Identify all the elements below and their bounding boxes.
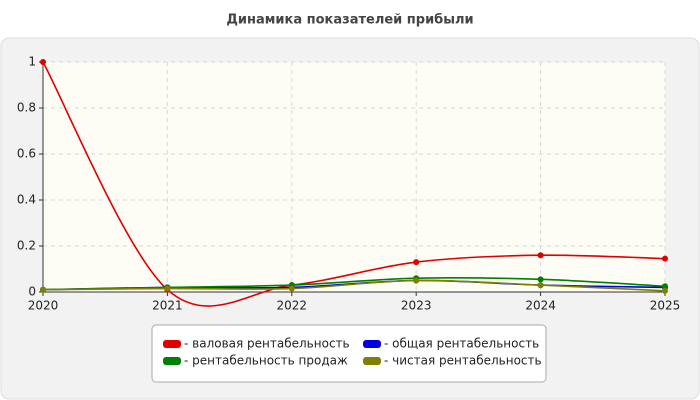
x-tick-label: 2023 — [401, 299, 432, 313]
legend-swatch — [363, 340, 381, 348]
y-tick-label: 0.8 — [17, 101, 36, 115]
chart-title: Динамика показателей прибыли — [226, 13, 473, 28]
legend-swatch — [163, 340, 181, 348]
legend-label: - рентабельность продаж — [184, 354, 348, 368]
point — [413, 259, 420, 266]
legend-label: - чистая рентабельность — [384, 354, 542, 368]
legend — [151, 324, 547, 383]
point — [662, 255, 668, 262]
x-tick-label: 2024 — [525, 299, 556, 313]
point — [164, 285, 171, 292]
point — [537, 276, 544, 283]
x-tick-label: 2025 — [650, 299, 681, 313]
point — [40, 286, 46, 293]
legend-swatch — [363, 357, 381, 365]
point — [662, 283, 668, 290]
y-tick-label: 1 — [28, 55, 36, 69]
series-line — [42, 61, 666, 307]
legend-label: - валовая рентабельность — [184, 337, 350, 351]
legend-swatch — [163, 357, 181, 365]
x-tick-label: 2020 — [28, 299, 59, 313]
x-tick-label: 2022 — [277, 299, 308, 313]
legend-label: - общая рентабельность — [384, 337, 539, 351]
y-tick-label: 0.4 — [17, 193, 36, 207]
series-line — [42, 276, 666, 291]
y-tick-label: 0 — [28, 285, 36, 299]
point — [537, 282, 544, 289]
point — [40, 59, 46, 65]
point — [288, 285, 295, 292]
y-tick-label: 0.6 — [17, 147, 36, 161]
series-line — [42, 279, 666, 292]
point — [537, 252, 544, 259]
x-tick-label: 2021 — [152, 299, 183, 313]
point — [662, 287, 668, 294]
y-tick-label: 0.2 — [17, 239, 36, 253]
point — [413, 277, 420, 284]
plot-area — [43, 62, 665, 292]
